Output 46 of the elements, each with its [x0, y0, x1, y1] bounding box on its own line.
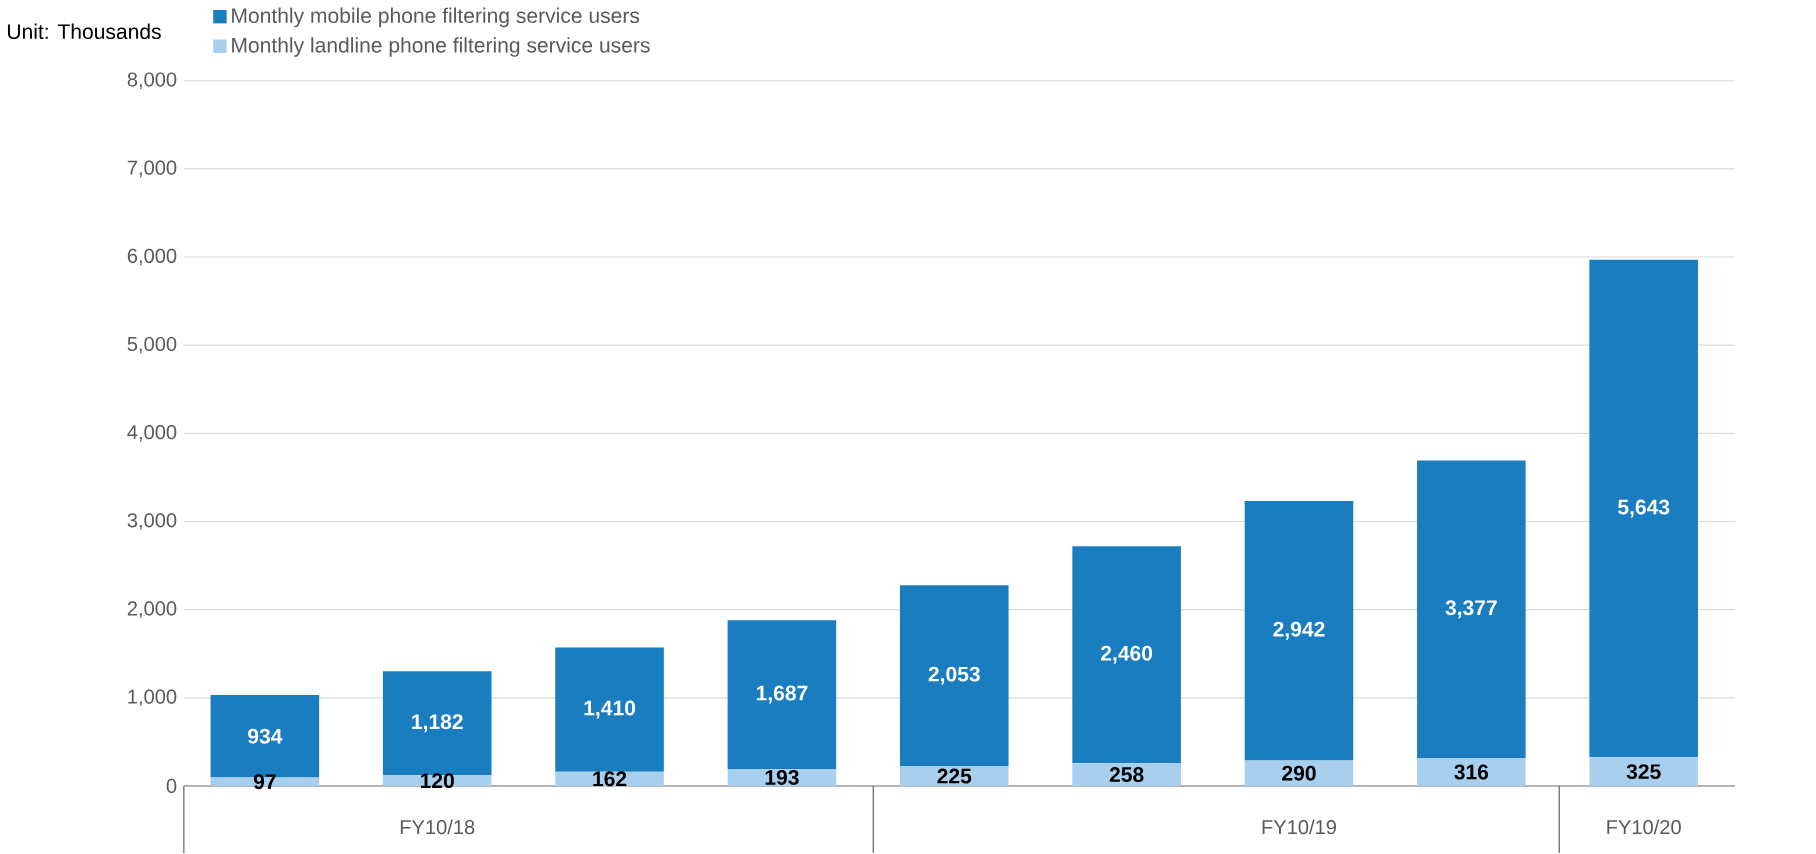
- data-label: 290: [1282, 765, 1316, 781]
- legend-label: Monthly mobile phone filtering service users: [232, 7, 640, 28]
- y-tick-label: 2,000: [127, 601, 177, 619]
- y-axis-title: Unit: Thousands: [7, 23, 161, 40]
- bar: [382, 775, 492, 787]
- data-label: 325: [1626, 764, 1661, 780]
- x-tick-label: FY10/18: [400, 819, 475, 835]
- data-label: 225: [937, 768, 972, 784]
- bar: [899, 766, 1009, 787]
- bar: [727, 620, 837, 770]
- bar: [899, 585, 1009, 767]
- data-label: 1,687: [756, 685, 808, 704]
- x-tick-label: FY10/19: [1262, 819, 1337, 835]
- y-tick-label: 5,000: [127, 337, 177, 354]
- y-tick-label: 8,000: [127, 72, 177, 90]
- y-tick-label: 7,000: [127, 160, 177, 178]
- data-label: 2,053: [928, 666, 980, 685]
- data-label: 934: [248, 728, 283, 744]
- data-label: 2,942: [1273, 621, 1325, 640]
- data-label: 193: [765, 770, 799, 786]
- data-label: 5,643: [1618, 499, 1670, 518]
- bar: [555, 647, 664, 772]
- data-label: 97: [253, 774, 276, 790]
- y-tick-label: 1,000: [128, 689, 177, 707]
- data-label: 120: [420, 773, 454, 789]
- bar: [1589, 757, 1698, 787]
- y-tick-label: 0: [166, 779, 177, 794]
- data-label: 3,377: [1445, 600, 1497, 619]
- bar: [1072, 546, 1181, 764]
- data-label: 2,460: [1101, 646, 1153, 664]
- x-tick-label: FY10/20: [1607, 819, 1681, 835]
- bar: [1244, 501, 1354, 761]
- bar: [1072, 763, 1181, 787]
- y-tick-label: 6,000: [127, 248, 177, 266]
- data-label: 162: [593, 771, 627, 787]
- data-label: 1,410: [584, 700, 636, 719]
- bar: [1589, 260, 1698, 758]
- legend-label: Monthly landline phone filtering service users: [232, 37, 650, 58]
- bar: [1417, 758, 1526, 787]
- y-tick-label: 3,000: [127, 513, 177, 531]
- y-tick-label: 4,000: [127, 425, 177, 442]
- bar: [1244, 760, 1354, 787]
- data-label: 258: [1109, 767, 1144, 783]
- data-label: 316: [1454, 764, 1489, 780]
- data-label: 1,182: [412, 714, 463, 733]
- bar: [1417, 460, 1526, 759]
